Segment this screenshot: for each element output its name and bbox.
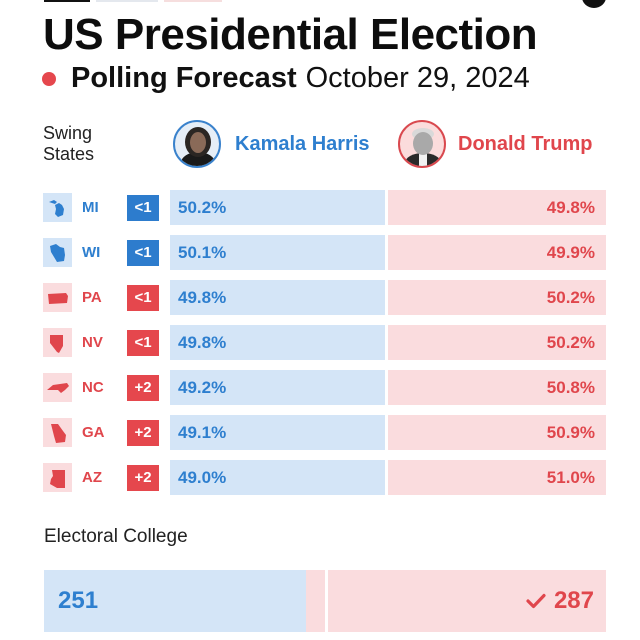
swing-label-line: States [43,144,95,164]
pennsylvania-icon [43,283,72,312]
arizona-icon [43,463,72,492]
trump-bar: 49.8% [388,190,606,225]
trump-value: 50.2% [546,288,595,307]
georgia-icon [43,418,72,447]
harris-value: 49.2% [178,378,227,397]
trump-value: 49.8% [546,198,595,217]
north-carolina-icon [43,373,72,402]
electoral-bar-harris: 251 [44,570,306,632]
harris-value: 49.8% [178,333,227,352]
trump-bar: 50.8% [388,370,606,405]
swing-states-label: Swing States [43,123,94,165]
trump-bar: 49.9% [388,235,606,270]
trump-bar: 50.2% [388,325,606,360]
trump-value: 50.9% [546,423,595,442]
margin-badge: +2 [127,420,159,446]
harris-bar: 50.2% [170,190,385,225]
swing-label-line: Swing [43,123,93,143]
wisconsin-icon [43,238,72,267]
harris-bar: 49.1% [170,415,385,450]
trump-bar: 50.9% [388,415,606,450]
candidate-trump: Donald Trump [398,120,592,168]
state-code: PA [82,289,102,306]
nevada-icon [43,328,72,357]
page-title: US Presidential Election [43,10,538,59]
state-code: MI [82,199,99,216]
table-row-mi: MI <1 50.2% 49.8% [43,190,606,225]
state-code: AZ [82,469,102,486]
margin-badge: <1 [127,195,159,221]
trump-value: 50.2% [546,333,595,352]
harris-value: 49.1% [178,423,227,442]
electoral-votes-harris: 251 [58,587,99,614]
tab-indicator [96,0,158,2]
state-code: GA [82,424,105,441]
table-row-ga: GA +2 49.1% 50.9% [43,415,606,450]
michigan-icon [43,193,72,222]
harris-bar: 49.2% [170,370,385,405]
table-row-pa: PA <1 49.8% 50.2% [43,280,606,315]
subtitle-label: Polling Forecast [71,62,297,94]
tab-indicator [164,0,222,2]
logo-icon [582,0,606,8]
margin-badge: +2 [127,375,159,401]
state-code: NC [82,379,104,396]
margin-badge: +2 [127,465,159,491]
trump-value: 49.9% [546,243,595,262]
harris-bar: 49.8% [170,325,385,360]
live-dot-icon [42,71,56,86]
harris-bar: 50.1% [170,235,385,270]
state-code: WI [82,244,101,261]
electoral-votes-trump-wrap: 287 [526,570,594,632]
margin-badge: <1 [127,330,159,356]
margin-badge: <1 [127,240,159,266]
harris-value: 49.0% [178,468,227,487]
harris-bar: 49.0% [170,460,385,495]
harris-avatar [173,120,221,168]
electoral-college-label: Electoral College [44,526,188,547]
forecast-date: October 29, 2024 [305,62,530,94]
table-row-nc: NC +2 49.2% 50.8% [43,370,606,405]
electoral-bar-midpoint-gap [306,570,325,632]
check-icon [526,593,546,609]
trump-avatar [398,120,446,168]
table-row-nv: NV <1 49.8% 50.2% [43,325,606,360]
table-row-wi: WI <1 50.1% 49.9% [43,235,606,270]
harris-bar: 49.8% [170,280,385,315]
harris-value: 50.1% [178,243,227,262]
electoral-votes-trump: 287 [553,587,594,614]
page-subtitle: Polling Forecast October 29, 2024 [42,62,530,95]
table-row-az: AZ +2 49.0% 51.0% [43,460,606,495]
swing-state-table: MI <1 50.2% 49.8% WI <1 50.1% 49.9% PA <1 49.8% 50.… [43,190,606,505]
harris-name: Kamala Harris [235,132,370,155]
margin-badge: <1 [127,285,159,311]
candidate-harris: Kamala Harris [173,120,370,168]
tab-indicator-active [44,0,90,2]
top-tab-indicators [44,0,222,3]
trump-value: 50.8% [546,378,595,397]
electoral-college-bar: 251 287 [44,570,606,632]
harris-value: 49.8% [178,288,227,307]
electoral-270-divider [325,570,328,632]
trump-bar: 50.2% [388,280,606,315]
state-code: NV [82,334,103,351]
trump-value: 51.0% [546,468,595,487]
trump-bar: 51.0% [388,460,606,495]
trump-name: Donald Trump [458,132,593,155]
harris-value: 50.2% [178,198,227,217]
electoral-bar-trump: 287 [328,570,606,632]
